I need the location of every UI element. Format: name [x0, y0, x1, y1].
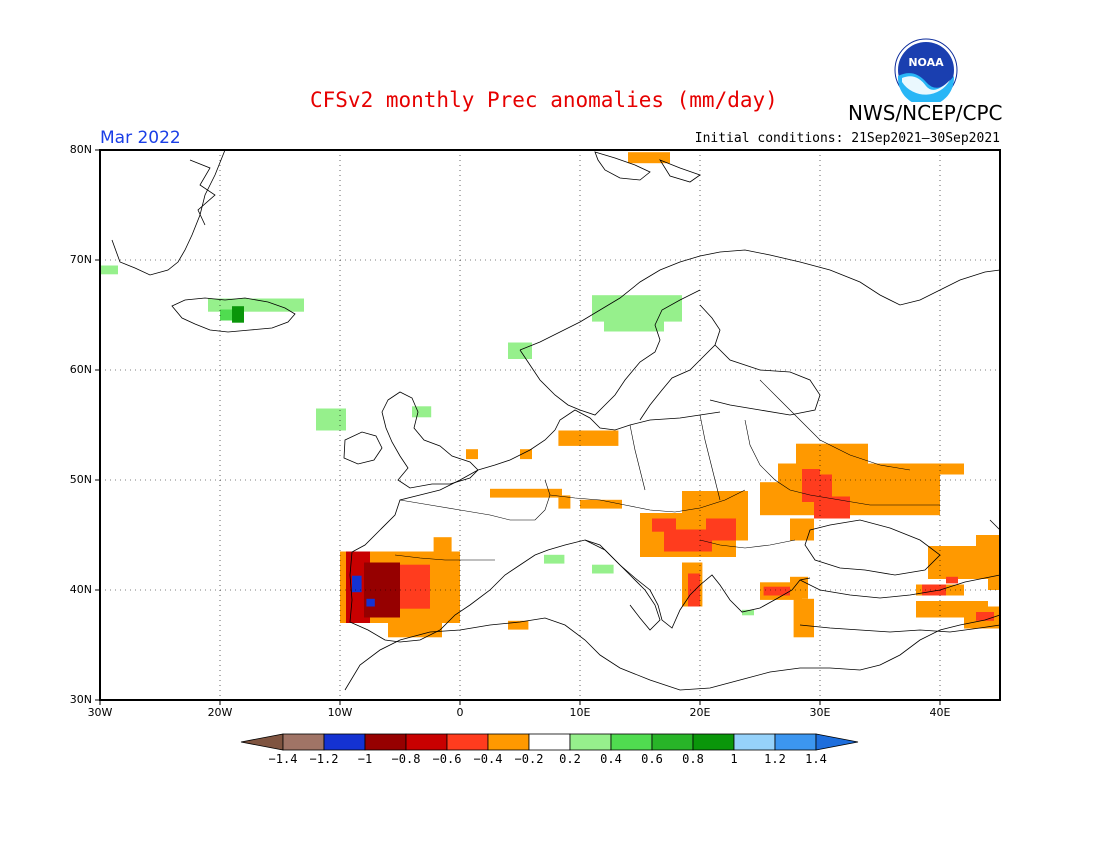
noaa-logo: NOAA [894, 38, 958, 102]
lat-label-80n: 80N [69, 143, 92, 156]
anomaly-cell-dry [796, 443, 868, 466]
anomaly-cell-drier [652, 518, 676, 532]
tick-marks [95, 149, 941, 705]
chart-title: CFSv2 monthly Prec anomalies (mm/day) [310, 88, 778, 112]
colorbar-label: −1 [357, 752, 373, 766]
colorbar-label: −0.8 [391, 752, 421, 766]
colorbar-swatch [282, 733, 325, 751]
colorbar-swatch [692, 733, 735, 751]
anomaly-cell-dry [466, 449, 478, 460]
anomaly-cell-strong-wet [232, 306, 244, 323]
lon-label-30w: 30W [87, 706, 113, 719]
colorbar-left-arrow [240, 733, 284, 751]
anomaly-cell-dry [433, 537, 452, 560]
colorbar-swatch [774, 733, 817, 751]
colorbar-label: −0.6 [432, 752, 462, 766]
colorbar-label: 0.2 [559, 752, 581, 766]
lon-label-10w: 10W [327, 706, 353, 719]
anomaly-cell-dry [388, 620, 442, 638]
colorbar-swatch [610, 733, 653, 751]
anomaly-cell-drier [706, 518, 736, 541]
anomaly-cell-drier [946, 576, 958, 584]
lon-label-10e: 10E [569, 706, 591, 719]
anomaly-cell-extreme-wet [352, 575, 362, 593]
lat-label-70n: 70N [69, 253, 92, 266]
anomaly-cell-drier [976, 612, 994, 621]
anomaly-cell-drier [664, 529, 712, 552]
anomaly-cell-dry [628, 152, 670, 164]
lon-label-40e: 40E [929, 706, 951, 719]
anomaly-cell-dry [793, 598, 814, 638]
anomaly-cell-dry [892, 463, 964, 475]
lon-label-20w: 20W [207, 706, 233, 719]
anomaly-cell-light-wet [742, 609, 754, 616]
colorbar-label: −1.2 [309, 752, 339, 766]
colorbar-swatch [487, 733, 530, 751]
colorbar-swatch [528, 733, 571, 751]
colorbar-label: 1.4 [805, 752, 827, 766]
colorbar [240, 733, 859, 751]
colorbar-swatch [364, 733, 407, 751]
anomaly-cell-light-wet [592, 564, 614, 574]
anomaly-cell-drier [400, 564, 430, 609]
anomaly-cell-dry [558, 430, 619, 446]
coastlines [111, 149, 1001, 691]
gridlines [100, 150, 1000, 700]
colorbar-swatch [651, 733, 694, 751]
anomaly-cell-dry [988, 576, 1000, 590]
lat-label-30n: 30N [69, 693, 92, 706]
colorbar-label: −0.4 [473, 752, 503, 766]
colorbar-swatch [569, 733, 612, 751]
anomaly-cell-light-wet [592, 295, 682, 322]
lon-label-20e: 20E [689, 706, 711, 719]
lat-label-60n: 60N [69, 363, 92, 376]
anomaly-cell-dry [790, 576, 808, 599]
anomaly-cell-dry [928, 546, 1000, 579]
anomaly-cell-light-wet [544, 554, 565, 564]
organization-label: NWS/NCEP/CPC [848, 101, 1003, 125]
anomaly-cell-dry [820, 463, 832, 475]
anomaly-cell-drier [814, 496, 850, 519]
lon-label-0: 0 [456, 706, 464, 719]
forecast-month: Mar 2022 [100, 128, 181, 148]
lon-label-30e: 30E [809, 706, 831, 719]
anomaly-cell-drier [763, 586, 794, 596]
anomaly-cell-light-wet [316, 408, 346, 431]
anomaly-cell-light-wet [604, 320, 664, 332]
anomaly-cell-dry [580, 499, 622, 509]
colorbar-swatch [405, 733, 448, 751]
colorbar-label: 1.2 [764, 752, 786, 766]
anomaly-cell-dry [520, 449, 532, 460]
colorbar-label: −0.2 [514, 752, 544, 766]
noaa-logo-text: NOAA [908, 56, 944, 69]
colorbar-label: 0.6 [641, 752, 663, 766]
anomaly-cell-dry [976, 535, 1000, 546]
anomaly-cell-extreme-dry [364, 562, 400, 618]
anomaly-cell-light-wet [508, 342, 532, 359]
colorbar-swatch [446, 733, 489, 751]
anomaly-cell-light-wet [100, 265, 118, 275]
map-frame [99, 149, 1001, 701]
colorbar-label: 1 [730, 752, 738, 766]
anomaly-cell-dry [558, 495, 571, 509]
anomaly-cells [100, 152, 1000, 638]
colorbar-label: −1.4 [268, 752, 298, 766]
anomaly-cell-drier [922, 584, 946, 596]
anomaly-cell-light-wet [412, 406, 432, 418]
colorbar-swatch [323, 733, 366, 751]
anomaly-cell-dry [508, 620, 529, 630]
lat-label-40n: 40N [69, 583, 92, 596]
colorbar-label: 0.4 [600, 752, 622, 766]
colorbar-right-arrow [815, 733, 859, 751]
lat-label-50n: 50N [69, 473, 92, 486]
anomaly-cell-dry [490, 488, 562, 498]
anomaly-cell-drier [688, 573, 700, 607]
initial-conditions-label: Initial conditions: 21Sep2021–30Sep2021 [694, 131, 1000, 146]
colorbar-label: 0.8 [682, 752, 704, 766]
colorbar-swatch [733, 733, 776, 751]
anomaly-cell-extreme-wet [366, 598, 375, 607]
